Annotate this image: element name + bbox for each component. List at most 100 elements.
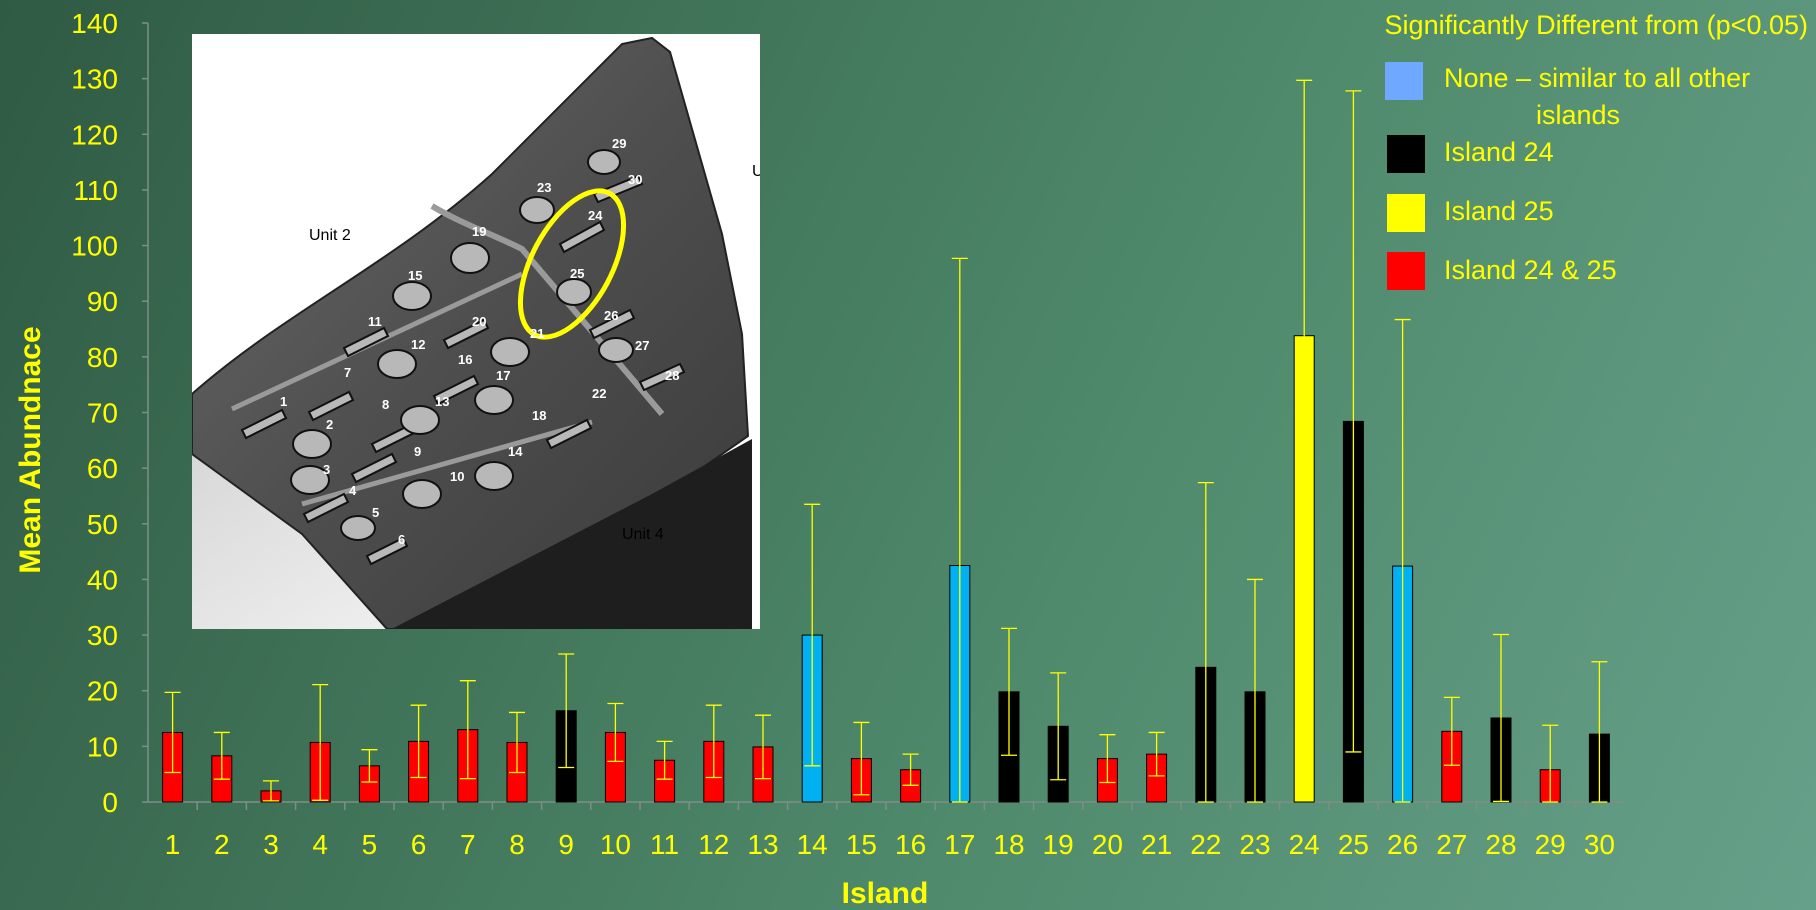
x-tick-label: 7 [460,829,476,860]
svg-text:17: 17 [496,368,510,383]
islands [240,149,686,566]
error-bar-island-22 [1197,481,1214,803]
x-tick-label: 9 [558,829,574,860]
error-bar-island-9 [558,653,575,769]
error-bar-island-6 [410,704,427,779]
error-bar-island-11 [656,740,673,780]
svg-text:24: 24 [588,208,603,223]
x-axis: 1 2 3 4 5 6 7 8 9 10 11 12 13 14 15 16 17 18 19 20 21 22 23 24 2… [148,801,1624,860]
error-bar-island-13 [755,714,771,780]
x-axis-title: Island [842,877,929,910]
inset-map-image: 1 2 3 4 5 6 7 8 9 10 11 12 13 14 15 16 1… [192,34,760,629]
x-tick-label: 14 [797,829,828,860]
svg-text:25: 25 [570,266,584,281]
svg-text:13: 13 [435,394,449,409]
error-bar-island-14 [804,503,821,767]
error-bar-island-18 [1001,627,1017,756]
levee [301,419,593,507]
svg-text:15: 15 [408,268,422,283]
error-bar-island-20 [1099,734,1116,784]
y-tick-label: 70 [87,398,118,429]
svg-text:30: 30 [628,172,642,187]
svg-text:18: 18 [532,408,546,423]
svg-text:20: 20 [472,314,486,329]
y-tick-label: 40 [87,564,118,595]
svg-text:21: 21 [530,326,544,341]
error-bar-island-8 [509,711,525,774]
y-tick-label: 110 [73,175,118,206]
wetland-map: 1 2 3 4 5 6 7 8 9 10 11 12 13 14 15 16 1… [192,36,760,629]
svg-text:3: 3 [323,462,330,477]
legend: Significantly Different from (p<0.05) No… [1385,10,1808,290]
error-bar-island-23 [1247,578,1263,803]
error-bar-island-3 [263,780,279,802]
error-bar-island-24 [1296,79,1313,592]
y-tick-label: 130 [71,64,118,95]
error-bar-island-16 [902,753,919,786]
island-numbers: 1 2 3 4 5 6 7 8 9 10 11 12 13 14 15 16 1… [280,136,679,547]
legend-label-island-25: Island 25 [1444,196,1554,226]
svg-text:6: 6 [398,532,405,547]
x-tick-label: 3 [263,829,279,860]
error-bar-island-15 [853,721,870,796]
legend-label-island-24: Island 24 [1444,137,1554,167]
x-tick-label: 20 [1092,829,1123,860]
x-tick-label: 24 [1289,829,1320,860]
x-tick-label: 13 [747,829,778,860]
x-tick-label: 28 [1485,829,1516,860]
x-tick-label: 26 [1387,829,1418,860]
svg-text:4: 4 [349,483,357,498]
y-tick-label: 50 [87,509,118,540]
error-bar-island-7 [459,680,476,780]
y-axis-title: Mean Abundnace [14,326,47,573]
error-bar-island-26 [1394,318,1411,803]
x-tick-label: 5 [362,829,378,860]
legend-label-none-line2: islands [1536,100,1620,130]
error-bar-island-30 [1591,661,1608,803]
svg-text:14: 14 [508,444,523,459]
legend-title: Significantly Different from (p<0.05) [1385,10,1808,40]
unit-2-label: Unit 2 [309,227,351,244]
error-bar-island-10 [607,702,624,763]
y-tick-label: 20 [87,676,118,707]
legend-label-island-24-25: Island 24 & 25 [1444,255,1617,285]
y-tick-label: 60 [87,453,118,484]
y-tick-label: 120 [71,119,118,150]
x-tick-label: 10 [600,829,631,860]
svg-text:27: 27 [635,338,649,353]
svg-text:5: 5 [372,505,379,520]
error-bar-island-2 [213,731,230,780]
water-channel [391,439,752,629]
svg-text:2: 2 [326,417,333,432]
legend-swatch-island-24-25 [1387,252,1425,290]
svg-text:10: 10 [450,469,464,484]
x-tick-label: 4 [312,829,328,860]
error-bar-island-25 [1345,90,1362,753]
x-tick-label: 12 [698,829,729,860]
error-bar-island-27 [1443,696,1460,766]
y-tick-label: 90 [87,286,118,317]
x-tick-label: 23 [1239,829,1270,860]
svg-text:16: 16 [458,352,472,367]
svg-text:19: 19 [472,224,486,239]
legend-swatch-none [1385,62,1423,100]
x-tick-label: 11 [650,829,679,860]
svg-text:26: 26 [604,308,618,323]
unit-1-label: Unit 1 [752,163,760,180]
x-tick-label: 6 [411,829,427,860]
x-tick-label: 15 [846,829,877,860]
svg-text:23: 23 [537,180,551,195]
x-tick-label: 25 [1338,829,1369,860]
legend-label-none-line1: None – similar to all other [1444,63,1750,93]
y-axis: 0 10 20 30 40 50 60 70 80 90 100 110 120 130 140 [71,8,149,818]
stray-mark: 0 [752,506,760,526]
y-tick-label: 140 [71,8,118,39]
error-bar-island-21 [1148,731,1165,777]
error-bar-island-1 [164,691,181,774]
x-tick-label: 17 [944,829,975,860]
error-bar-island-5 [361,749,378,783]
error-bars [164,79,1608,803]
unit-4-label: Unit 4 [622,526,664,543]
x-tick-label: 30 [1584,829,1615,860]
